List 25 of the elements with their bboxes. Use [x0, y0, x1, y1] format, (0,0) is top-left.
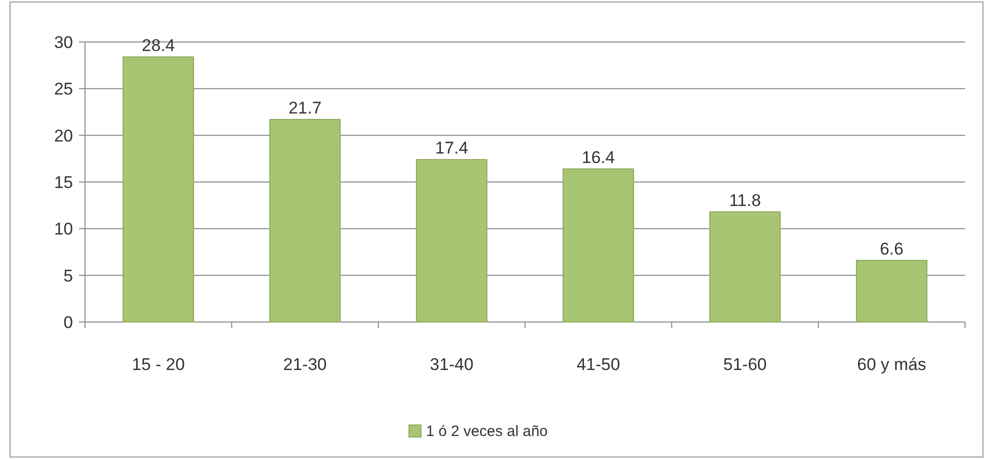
x-tick-label: 31-40: [430, 355, 474, 374]
y-tick-label: 30: [54, 33, 73, 52]
data-label: 11.8: [729, 190, 761, 210]
x-tick-label: 15 - 20: [132, 355, 185, 374]
bar: [709, 211, 781, 322]
bar: [856, 260, 928, 322]
y-tick-label: 15: [54, 173, 73, 192]
bar: [269, 118, 341, 322]
legend-label: 1 ó 2 veces al año: [426, 423, 548, 440]
y-tick-label: 0: [64, 313, 73, 332]
y-tick-label: 10: [54, 220, 73, 239]
bar: [122, 56, 194, 322]
data-label: 21.7: [288, 98, 322, 118]
x-tick-label: 21-30: [283, 355, 327, 374]
x-tick-label: 41-50: [576, 355, 620, 374]
data-label: 17.4: [435, 138, 468, 158]
y-tick-label: 20: [54, 126, 73, 146]
y-tick-label: 5: [64, 266, 73, 286]
bar: [562, 168, 634, 322]
x-tick-label: 60 y más: [857, 355, 926, 374]
bar: [416, 159, 488, 322]
data-label: 16.4: [582, 148, 615, 167]
x-tick-label: 51-60: [723, 355, 767, 374]
y-tick-label: 25: [54, 80, 73, 99]
data-label: 6.6: [880, 239, 904, 258]
